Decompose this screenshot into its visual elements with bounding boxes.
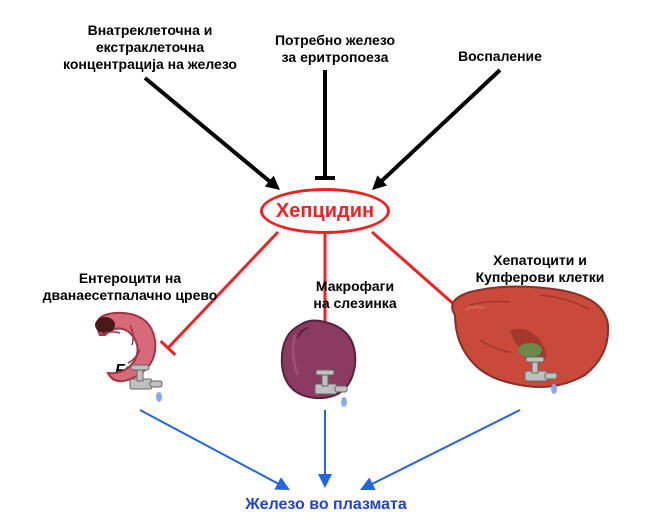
organ-spleen <box>270 310 380 425</box>
input-label-iron-conc: Внатреклеточна иекстраклеточнаконцентрац… <box>50 22 250 72</box>
bottom-label-plasma-iron: Железо во плазмата <box>226 495 426 514</box>
organ-duodenum <box>80 305 210 420</box>
input-label-inflam: Воспаление <box>440 48 560 65</box>
organ-label-macro: Макрофагина слезинка <box>295 278 415 312</box>
central-label: Хепцидин <box>276 200 374 223</box>
organ-label-entero: Ентероцити надванаесетпалачно црево <box>30 270 230 304</box>
central-node-hepcidin: Хепцидин <box>260 188 390 234</box>
organ-liver <box>440 280 620 415</box>
input-label-erythro: Потребно железоза еритропоеза <box>255 32 415 66</box>
